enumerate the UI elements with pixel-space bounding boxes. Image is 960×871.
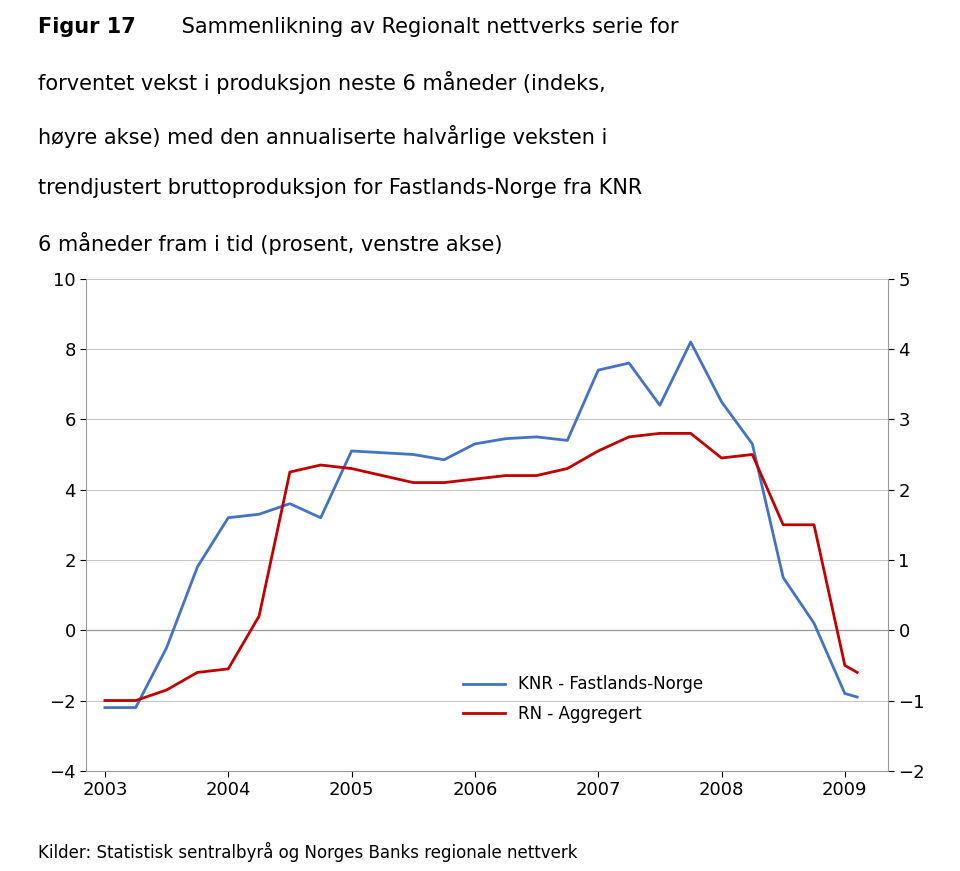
Legend: KNR - Fastlands-Norge, RN - Aggregert: KNR - Fastlands-Norge, RN - Aggregert xyxy=(463,676,704,723)
Text: Figur 17: Figur 17 xyxy=(38,17,136,37)
Text: høyre akse) med den annualiserte halvårlige veksten i: høyre akse) med den annualiserte halvårl… xyxy=(38,125,608,148)
Text: trendjustert bruttoproduksjon for Fastlands-Norge fra KNR: trendjustert bruttoproduksjon for Fastla… xyxy=(38,179,642,199)
Text: Sammenlikning av Regionalt nettverks serie for: Sammenlikning av Regionalt nettverks ser… xyxy=(176,17,679,37)
Text: 6 måneder fram i tid (prosent, venstre akse): 6 måneder fram i tid (prosent, venstre a… xyxy=(38,232,503,255)
Text: forventet vekst i produksjon neste 6 måneder (indeks,: forventet vekst i produksjon neste 6 mån… xyxy=(38,71,606,94)
Text: Kilder: Statistisk sentralbyrå og Norges Banks regionale nettverk: Kilder: Statistisk sentralbyrå og Norges… xyxy=(38,842,578,862)
